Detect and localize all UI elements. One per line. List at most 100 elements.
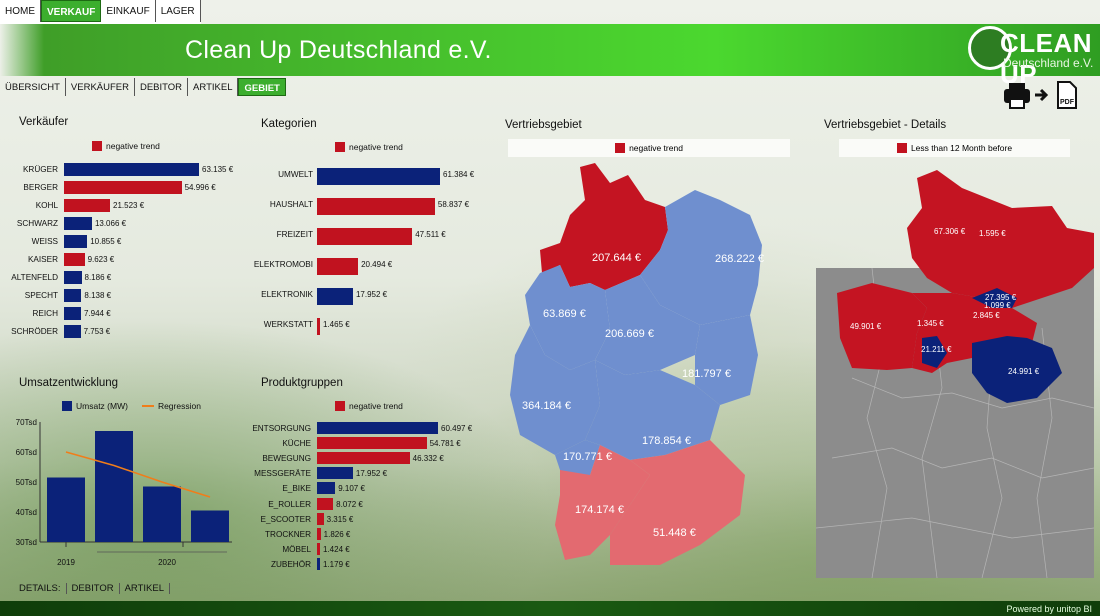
bar[interactable] [64, 307, 81, 320]
bar[interactable] [64, 199, 111, 212]
kategorien-title: Kategorien [261, 118, 317, 130]
umsatz-bar[interactable] [47, 477, 85, 543]
map-label: 178.854 € [642, 435, 691, 447]
bar-label: WERKSTATT [263, 320, 313, 329]
bar-label: SPECHT [24, 291, 58, 300]
legend-label: negative trend [349, 401, 403, 411]
bar-value: 61.384 € [443, 170, 475, 179]
bar-label: KAISER [27, 255, 58, 264]
print-to-pdf-icon[interactable]: PDF [1002, 80, 1078, 110]
region-detail-east[interactable] [972, 336, 1062, 403]
region-detail-mid[interactable] [972, 288, 1017, 308]
region-center[interactable] [595, 275, 700, 375]
bar[interactable] [317, 288, 353, 305]
bar[interactable] [317, 482, 336, 495]
logo-subtitle: Deutschland e.V. [1003, 56, 1094, 70]
top-nav: HOME VERKAUF EINKAUF LAGER [0, 0, 201, 24]
bar[interactable] [317, 198, 435, 215]
tab-uebersicht[interactable]: ÜBERSICHT [0, 78, 66, 96]
bar-value: 21.523 € [113, 201, 145, 210]
region-south[interactable] [555, 445, 650, 560]
bar[interactable] [317, 542, 320, 555]
legend-swatch [896, 143, 907, 153]
map-label: 1.099 € [984, 301, 1011, 310]
legend-label-bar: Umsatz (MW) [76, 401, 128, 411]
tab-verkaeufer[interactable]: VERKÄUFER [66, 78, 135, 96]
bar[interactable] [317, 437, 427, 450]
region-east[interactable] [695, 315, 758, 405]
umsatz-bar[interactable] [191, 510, 229, 543]
bar-label: ALTENFELD [11, 273, 58, 282]
bar[interactable] [64, 271, 82, 284]
bar-label: WEISS [31, 237, 58, 246]
region-west[interactable] [525, 265, 610, 370]
bar[interactable] [317, 168, 440, 185]
bar[interactable] [64, 253, 85, 266]
nav-einkauf[interactable]: EINKAUF [101, 0, 156, 22]
bar-label: MÖBEL [282, 544, 311, 554]
bar-label: E_ROLLER [268, 499, 311, 509]
region-southwest[interactable] [510, 325, 600, 455]
region-detail-small[interactable] [922, 336, 947, 368]
bar[interactable] [64, 325, 81, 338]
bar-value: 46.332 € [412, 454, 444, 464]
logo-text: CLEAN UP [1000, 28, 1093, 89]
bar[interactable] [317, 467, 353, 480]
region-northeast[interactable] [640, 190, 762, 325]
bar-value: 8.072 € [336, 499, 363, 509]
bar[interactable] [317, 228, 413, 245]
details-link-artikel[interactable]: ARTIKEL [120, 583, 171, 594]
bar-label: TROCKNER [265, 529, 311, 539]
bar[interactable] [317, 512, 324, 525]
bar[interactable] [64, 181, 182, 194]
umsatz-bar[interactable] [95, 431, 133, 542]
bar[interactable] [317, 422, 438, 434]
region-detail-west[interactable] [837, 283, 927, 370]
nav-home[interactable]: HOME [0, 0, 41, 22]
verkaeufer-title: Verkäufer [19, 116, 69, 128]
region-southeast[interactable] [610, 440, 745, 565]
y-tick-label: 40Tsd [16, 508, 37, 517]
bar[interactable] [64, 163, 199, 176]
germany-region-map: 207.644 € 268.222 € 63.869 € 206.669 € 1… [510, 163, 764, 565]
bar[interactable] [64, 217, 92, 230]
nav-verkauf[interactable]: VERKAUF [41, 0, 102, 22]
bar[interactable] [64, 289, 82, 302]
details-link-debitor[interactable]: DEBITOR [67, 583, 120, 594]
map-label: 206.669 € [605, 328, 654, 340]
bar-value: 20.494 € [361, 260, 393, 269]
nav-lager[interactable]: LAGER [156, 0, 201, 22]
kategorien-legend: negative trend [335, 142, 403, 152]
bar-label: E_BIKE [282, 484, 311, 494]
bar-value: 7.753 € [83, 327, 111, 336]
bar-value: 58.837 € [437, 200, 470, 209]
details-region-map: 67.306 € 1.595 € 27.395 € 1.099 € 2.845 … [815, 170, 1095, 579]
bar-value: 17.952 € [355, 469, 388, 479]
bar-value: 1.424 € [323, 544, 350, 554]
header-banner [0, 24, 1100, 76]
region-middle[interactable] [585, 360, 720, 460]
umsatz-bar[interactable] [143, 486, 181, 543]
bar-label: KOHL [35, 201, 58, 210]
bar[interactable] [317, 557, 320, 570]
regression-line [65, 451, 211, 498]
region-detail-north[interactable] [907, 170, 1094, 308]
region-north[interactable] [540, 163, 668, 290]
tab-gebiet[interactable]: GEBIET [238, 78, 286, 96]
bar[interactable] [317, 452, 410, 465]
vertriebsgebiet-legend: negative trend [508, 139, 790, 157]
bar-value: 9.107 € [338, 484, 365, 494]
legend-swatch [615, 143, 626, 153]
map-label: 207.644 € [592, 252, 641, 264]
tab-artikel[interactable]: ARTIKEL [188, 78, 239, 96]
tab-debitor[interactable]: DEBITOR [135, 78, 189, 96]
bar-label: KÜCHE [282, 439, 311, 449]
map-label: 1.595 € [979, 229, 1006, 238]
bar[interactable] [317, 318, 320, 335]
legend-swatch-line [141, 405, 154, 407]
bar[interactable] [317, 527, 321, 540]
bar[interactable] [317, 497, 334, 510]
bar-label: SCHRÖDER [11, 327, 58, 336]
bar[interactable] [317, 258, 359, 275]
bar[interactable] [64, 235, 88, 248]
